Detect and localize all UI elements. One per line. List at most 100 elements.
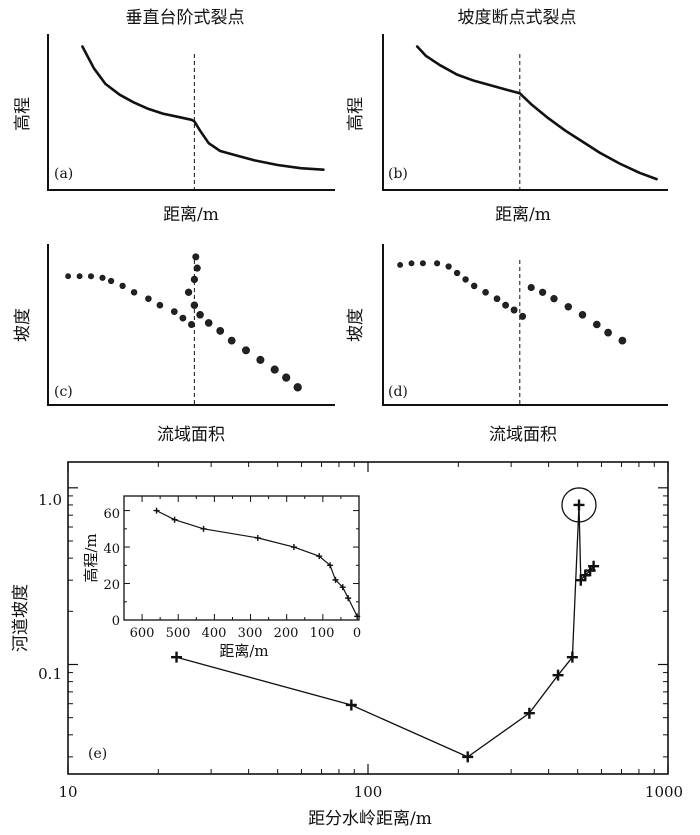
panel-c-point xyxy=(196,311,204,319)
panel-c-point xyxy=(190,275,198,284)
panel-c-point xyxy=(179,314,187,322)
inset-xlabel: 距离/m xyxy=(219,642,268,660)
panel-a-profile-line xyxy=(81,45,325,171)
panel-c-point xyxy=(99,274,106,281)
panel-e-point xyxy=(171,651,183,663)
panel-e-ytick-1.0: 1.0 xyxy=(38,491,62,509)
inset-ytick-20: 20 xyxy=(103,578,120,593)
panel-e-ytick-0.1: 0.1 xyxy=(38,665,62,683)
panel-c-point xyxy=(190,301,199,309)
panel-b-profile-line xyxy=(415,45,658,181)
panel-d-point xyxy=(453,269,461,277)
inset-point xyxy=(171,516,178,523)
panel-e-point xyxy=(552,669,564,681)
panel-c-point xyxy=(130,289,138,296)
panel-d-point xyxy=(538,288,547,296)
panel-c-point xyxy=(242,346,250,355)
panel-e-inset: 600 500 400 300 200 100 0 0 20 40 60 高程/… xyxy=(82,495,361,660)
panel-c-point xyxy=(88,273,95,280)
data-marks xyxy=(65,45,658,763)
panel-d-point xyxy=(604,328,612,337)
panel-c-point xyxy=(76,273,83,280)
panel-c-point xyxy=(282,373,291,382)
panel-a-label: (a) xyxy=(54,166,73,182)
panel-c-point xyxy=(188,321,195,328)
panel-d-point xyxy=(618,336,627,345)
panel-d-point xyxy=(434,260,441,267)
inset-point xyxy=(354,613,361,620)
panel-d: 坡度 (d) 流域面积 xyxy=(346,244,668,445)
panel-e-xlabel: 距分水岭距离/m xyxy=(308,809,432,829)
inset-point xyxy=(200,525,207,532)
panel-e-xtick-100: 100 xyxy=(354,783,383,801)
inset-frame xyxy=(123,495,360,621)
inset-ylabel: 高程/m xyxy=(82,533,100,582)
panel-a-xlabel: 距离/m xyxy=(163,205,219,225)
panel-a-axes xyxy=(47,34,335,191)
inset-point xyxy=(339,584,346,591)
panel-a-ylabel: 高程 xyxy=(13,97,33,131)
panel-e-point xyxy=(462,751,474,763)
panel-d-point xyxy=(527,283,535,292)
panel-e-ticks xyxy=(67,462,669,774)
panel-e-ylabel: 河道坡度 xyxy=(11,584,31,652)
panel-c-point xyxy=(184,288,193,296)
inset-point xyxy=(316,553,323,560)
panel-c-point xyxy=(256,355,265,364)
panel-e-label: (e) xyxy=(88,746,107,762)
panel-a-title: 垂直台阶式裂点 xyxy=(126,8,245,28)
panel-d-point xyxy=(550,295,558,303)
panel-e: 10 100 1000 0.1 1.0 河道坡度 距分水岭距离/m (e) 60… xyxy=(11,461,683,829)
panel-d-point xyxy=(564,303,572,311)
panel-d-point xyxy=(493,295,501,303)
inset-xtick-400: 400 xyxy=(202,626,227,641)
panel-d-point xyxy=(482,288,489,296)
panel-d-axes xyxy=(382,244,668,406)
inset-xtick-500: 500 xyxy=(166,626,191,641)
panel-c-label: (c) xyxy=(54,384,73,400)
panel-c-ylabel: 坡度 xyxy=(13,308,33,342)
panel-b-xlabel: 距离/m xyxy=(495,205,551,225)
panel-d-point xyxy=(519,312,527,320)
panel-e-point xyxy=(566,651,578,663)
inset-ticks xyxy=(124,496,360,621)
panel-c-point xyxy=(65,273,71,280)
panel-e-point xyxy=(588,560,600,572)
panel-c-point xyxy=(270,365,279,374)
panel-c-point xyxy=(170,308,178,315)
panel-d-point xyxy=(397,261,403,268)
panel-e-xtick-10: 10 xyxy=(58,783,77,801)
panel-d-point xyxy=(510,306,518,314)
panel-e-xtick-1000: 1000 xyxy=(645,783,683,801)
inset-point xyxy=(254,534,261,541)
panel-c-point xyxy=(107,277,115,285)
panel-e-point xyxy=(573,499,585,511)
inset-xtick-600: 600 xyxy=(130,626,155,641)
panel-d-point xyxy=(445,263,452,270)
inset-xtick-300: 300 xyxy=(238,626,263,641)
panel-c-axes xyxy=(47,244,335,406)
inset-point xyxy=(153,507,160,514)
panel-d-point xyxy=(578,311,587,319)
panel-d-label: (d) xyxy=(388,384,408,400)
panel-d-point xyxy=(408,260,415,267)
inset-point xyxy=(327,562,334,569)
panel-e-point xyxy=(345,699,357,711)
panel-e-highlight-circle xyxy=(561,487,597,523)
panel-b-title: 坡度断点式裂点 xyxy=(458,8,577,28)
inset-point xyxy=(345,595,352,602)
panel-d-point xyxy=(502,301,509,309)
inset-point xyxy=(332,576,339,583)
panel-c: 坡度 (c) 流域面积 xyxy=(13,244,335,445)
panel-c-point xyxy=(293,383,302,392)
panel-b-axes xyxy=(382,34,668,191)
panel-b: 坡度断点式裂点 高程 (b) 距离/m xyxy=(346,8,668,225)
inset-ytick-0: 0 xyxy=(112,614,120,629)
inset-point xyxy=(290,544,297,551)
panel-d-ylabel: 坡度 xyxy=(346,308,366,342)
panel-c-point xyxy=(119,282,126,290)
panel-d-point xyxy=(470,282,478,290)
panel-c-point xyxy=(227,336,236,345)
panel-c-point xyxy=(156,301,164,309)
